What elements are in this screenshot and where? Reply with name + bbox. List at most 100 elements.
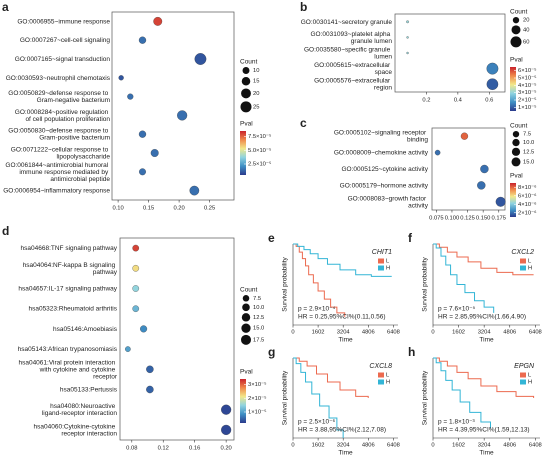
category-label: hsa04668:TNF signaling pathway (21, 245, 118, 252)
legend-label: H (386, 380, 390, 386)
category-label: hsa04064:NF-kappa B signaling pathway (23, 262, 118, 276)
bubble (132, 285, 140, 292)
size-legend-label: 20 (253, 91, 259, 97)
panel-label: c (300, 116, 307, 130)
category-label: hsa04060:Cytokine-cytokine receptor inte… (34, 423, 118, 437)
size-legend-dot (512, 138, 520, 147)
bubble (406, 20, 409, 24)
x-tick-label: 0.6 (485, 98, 493, 104)
legend-swatch (520, 265, 526, 271)
colorbar-label: 1×10⁻⁵ (518, 104, 537, 111)
colorbar-label: 5×10⁻⁵ (518, 75, 537, 82)
bubble (140, 325, 148, 333)
bubble (434, 149, 441, 156)
category-label: GO:0008083~growth factor activity (348, 195, 429, 209)
category-label: GO:0007267~cell-cell signaling (20, 37, 111, 44)
x-tick-label: 0.15 (143, 206, 154, 212)
plot-frame (394, 13, 506, 93)
size-legend-title: Count (240, 287, 258, 294)
size-legend-title: Count (510, 123, 528, 130)
x-tick-label: 1602 (452, 443, 465, 449)
category-label: hsa05143:African trypanosomiasis (18, 346, 118, 353)
x-tick-label: 6408 (387, 330, 400, 336)
legend-swatch (520, 258, 526, 264)
colorbar-title: Pval (510, 173, 523, 180)
panel-label: b (300, 0, 307, 14)
legend-swatch (520, 379, 526, 385)
annotation: p = 2.5×10⁻⁶ (298, 419, 336, 426)
survival-curve (293, 357, 344, 438)
y-axis-title: Survival probability (422, 256, 429, 311)
size-legend-label: 60 (523, 39, 529, 45)
plot-frame (431, 127, 506, 211)
legend-label: H (386, 266, 390, 272)
size-legend-label: 25 (253, 104, 259, 110)
x-tick-label: 0.16 (189, 446, 200, 452)
x-tick-label: 0.100 (445, 216, 460, 222)
size-legend-label: 7.5 (523, 132, 531, 138)
category-label: GO:0071222~cellular response to lipopoly… (11, 146, 111, 160)
x-tick-label: 6408 (529, 443, 542, 449)
survival-curve (293, 243, 392, 277)
x-tick-label: 0.075 (429, 216, 444, 222)
bubble (460, 132, 469, 140)
x-tick-label: 4806 (503, 443, 516, 449)
size-legend-dot (241, 313, 251, 322)
plot-frame (119, 237, 235, 441)
survival-curve (433, 243, 534, 276)
panel-label: a (2, 0, 9, 14)
x-tick-label: 6408 (529, 330, 542, 336)
legend-swatch (520, 372, 526, 378)
x-tick-label: 4806 (362, 443, 375, 449)
bubble (480, 164, 489, 174)
x-tick-label: 0.20 (173, 206, 184, 212)
legend-label: H (528, 266, 532, 272)
size-legend-label: 10.0 (253, 305, 264, 311)
bubble (495, 196, 506, 207)
y-axis-title: Survival probability (422, 370, 429, 425)
x-axis-title: Time (479, 450, 494, 457)
colorbar (240, 379, 246, 423)
colorbar (510, 183, 516, 217)
colorbar-title: Pval (510, 57, 523, 64)
bubble (486, 78, 499, 90)
bubble (153, 16, 163, 26)
survival-curve (433, 357, 491, 429)
size-legend-dot (241, 323, 251, 333)
gene-title: CXCL2 (511, 249, 534, 256)
category-label: GO:0050829~defense response to Gram-nega… (8, 90, 110, 104)
survival-curve (293, 243, 346, 317)
annotation: HR = 3.88,95%CI%(2.12,7.08) (298, 427, 386, 434)
bubble (127, 93, 134, 100)
y-axis-title: Survival probability (282, 256, 289, 311)
bubble (132, 305, 140, 313)
annotation: p = 1.8×10⁻³ (438, 419, 476, 426)
colorbar-label: 2×10⁻⁵ (518, 97, 537, 104)
size-legend-label: 12.5 (253, 315, 264, 321)
category-label: hsa04061:Viral protein interaction with … (18, 359, 117, 380)
x-tick-label: 1602 (312, 330, 325, 336)
gene-title: CXCL8 (369, 363, 392, 370)
category-label: GO:0005576~extracellular region (314, 77, 392, 91)
panel-label: f (408, 231, 413, 245)
bubble (486, 62, 499, 75)
x-tick-label: 0.12 (158, 446, 169, 452)
size-legend-label: 15 (253, 79, 259, 85)
colorbar-title: Pval (240, 369, 253, 376)
x-tick-label: 0.25 (204, 206, 215, 212)
category-label: GO:0005615~extracellular space (314, 62, 392, 76)
size-legend-dot (242, 67, 250, 74)
category-label: GO:0035580~specific granule lumen (304, 46, 392, 60)
plot-frame (111, 11, 235, 201)
bubble (221, 404, 232, 415)
category-label: GO:0031093~platelet alpha granule lumen (311, 31, 393, 45)
size-legend-dot (242, 295, 250, 302)
size-legend-label: 7.5 (253, 296, 261, 302)
legend-swatch (378, 372, 384, 378)
category-label: hsa04080:Neuroactive ligand-receptor int… (42, 403, 118, 417)
bubble (406, 36, 409, 39)
category-label: GO:0030593~neutrophil chemotaxis (6, 75, 111, 82)
category-label: GO:0006955~immune response (17, 18, 110, 25)
annotation: p = 2.9×10⁻⁴ (298, 306, 336, 313)
